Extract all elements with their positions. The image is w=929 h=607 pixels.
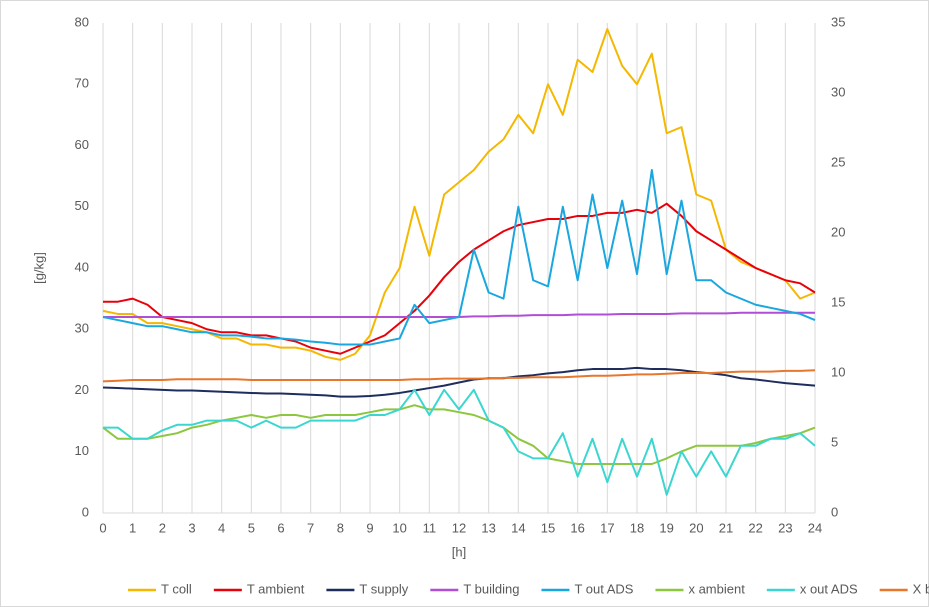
- series-line: [103, 202, 816, 355]
- legend-label: T out ADS: [574, 581, 633, 596]
- legend-label: T building: [463, 581, 519, 596]
- x-tick-label: 3: [188, 520, 195, 535]
- y-tick-label: 60: [75, 137, 89, 152]
- y-tick-label: 80: [75, 14, 89, 29]
- x-tick-label: 11: [423, 520, 437, 535]
- legend-label: T coll: [161, 581, 192, 596]
- x-tick-label: 24: [808, 520, 822, 535]
- x-tick-label: 23: [778, 520, 792, 535]
- series-line: [102, 169, 816, 346]
- legend-label: X building: [913, 581, 929, 596]
- series-line: [102, 369, 816, 383]
- x-tick-label: 5: [248, 520, 255, 535]
- y-tick-label: 20: [75, 382, 89, 397]
- x-tick-label: 1: [129, 520, 136, 535]
- series-line: [102, 28, 816, 361]
- legend-label: x out ADS: [800, 581, 858, 596]
- series-line: [103, 388, 816, 496]
- x-tick-label: 9: [366, 520, 373, 535]
- x-tick-label: 12: [452, 520, 466, 535]
- y2-tick-label: 15: [831, 294, 845, 309]
- y-tick-label: 10: [75, 443, 89, 458]
- x-tick-label: 6: [277, 520, 284, 535]
- legend-label: T supply: [359, 581, 408, 596]
- y2-tick-label: 30: [831, 84, 845, 99]
- x-tick-label: 2: [159, 520, 166, 535]
- y2-tick-label: 20: [831, 224, 845, 239]
- x-tick-label: 20: [689, 520, 703, 535]
- legend-label: T ambient: [247, 581, 305, 596]
- x-tick-label: 4: [218, 520, 225, 535]
- y2-tick-label: 5: [831, 434, 838, 449]
- y-axis-label: [g/kg]: [31, 252, 46, 284]
- x-tick-label: 18: [630, 520, 644, 535]
- y2-tick-label: 25: [831, 154, 845, 169]
- x-tick-label: 15: [541, 520, 555, 535]
- legend-label: x ambient: [688, 581, 745, 596]
- x-tick-label: 19: [659, 520, 673, 535]
- y-tick-label: 50: [75, 198, 89, 213]
- y-tick-label: 70: [75, 76, 89, 91]
- x-tick-label: 16: [570, 520, 584, 535]
- x-tick-label: 21: [719, 520, 733, 535]
- y-tick-label: 30: [75, 321, 89, 336]
- x-tick-label: 8: [337, 520, 344, 535]
- x-tick-label: 10: [392, 520, 406, 535]
- y-tick-label: 0: [82, 504, 89, 519]
- y2-tick-label: 35: [831, 14, 845, 29]
- x-tick-label: 13: [481, 520, 495, 535]
- y-tick-label: 40: [75, 259, 89, 274]
- x-tick-label: 7: [307, 520, 314, 535]
- x-tick-label: 22: [748, 520, 762, 535]
- y2-tick-label: 0: [831, 504, 838, 519]
- y2-tick-label: 10: [831, 364, 845, 379]
- x-tick-label: 0: [99, 520, 106, 535]
- x-axis-label: [h]: [452, 544, 466, 559]
- x-tick-label: 17: [600, 520, 614, 535]
- x-tick-label: 14: [511, 520, 525, 535]
